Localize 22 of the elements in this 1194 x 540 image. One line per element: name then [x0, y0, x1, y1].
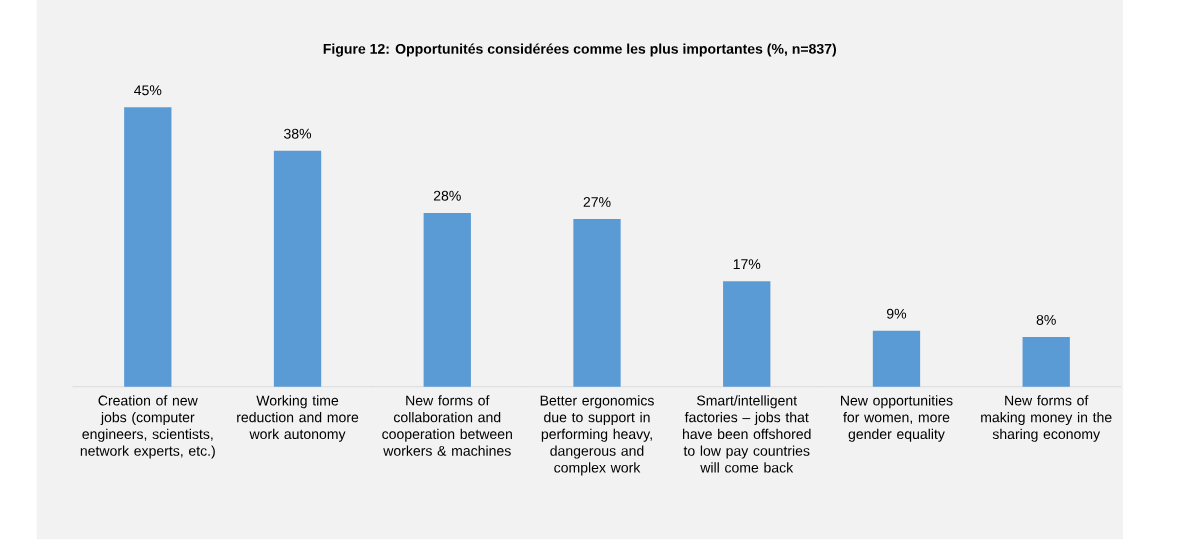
x-tick-label: New opportunities for women, more gender equality [841, 395, 953, 443]
data-label: 27% [583, 197, 611, 208]
data-label: 9% [886, 308, 907, 319]
x-tick-label: Smart/intelligent factories – jobs that have been offshored to low pay countries will come back [683, 395, 811, 473]
data-label: 8% [1036, 315, 1056, 326]
x-tick-label: New forms of making money in the sharing economy [981, 395, 1112, 443]
data-label: 45% [134, 85, 162, 96]
bar [1022, 337, 1070, 387]
x-tick-label: Working time reduction and more work autonomy [237, 395, 359, 443]
bar [573, 219, 621, 387]
bar [273, 151, 322, 387]
x-tick-label: Creation of new jobs (computer engineers, scientists, network experts, etc.) [80, 395, 215, 459]
chart-title: Figure 12: Opportunités considérées comme les plus importantes (%, n=837) [323, 43, 836, 57]
x-tick-label: Better ergonomics due to support in performing heavy, dangerous and complex work [540, 395, 654, 476]
bar [872, 331, 921, 387]
x-tick-label: New forms of collaboration and cooperation between workers & machines [382, 395, 512, 457]
data-label: 28% [433, 191, 461, 201]
data-label: 17% [733, 259, 761, 270]
bar [423, 213, 471, 387]
data-label: 38% [284, 128, 312, 139]
bar [723, 281, 771, 387]
bar [124, 107, 172, 387]
